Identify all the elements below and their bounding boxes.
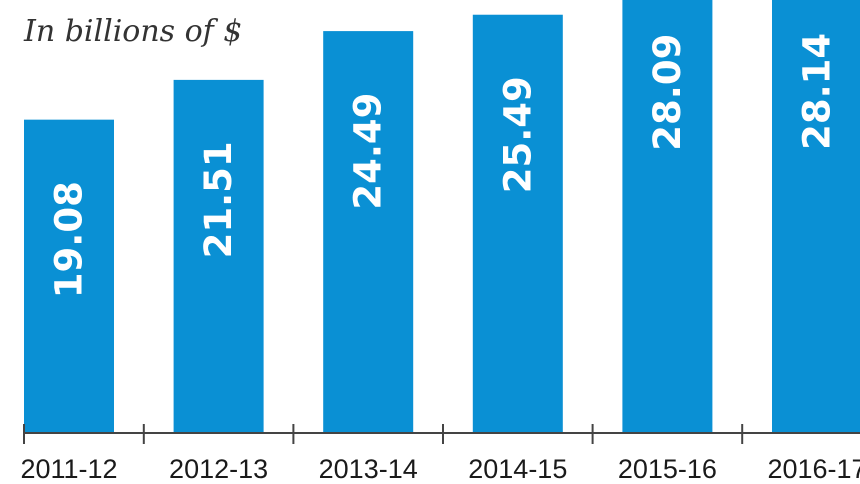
category-label: 2016-17 <box>767 454 860 484</box>
unit-label: In billions of $ <box>24 14 243 49</box>
bar-2012-13 <box>173 79 264 433</box>
bar-value-label: 19.08 <box>48 181 91 298</box>
category-label: 2014-15 <box>468 454 567 484</box>
bar-value-label: 21.51 <box>197 141 240 258</box>
bar-value-label: 28.09 <box>646 34 689 151</box>
bar-value-label: 25.49 <box>496 76 539 193</box>
bar-2016-17 <box>772 0 860 432</box>
bar-2014-15 <box>472 14 563 433</box>
category-label: 2011-12 <box>20 454 117 484</box>
bar-value-label: 28.14 <box>796 33 839 150</box>
bar-2013-14 <box>323 31 414 433</box>
category-label: 2015-16 <box>618 454 717 484</box>
bar-value-label: 24.49 <box>347 93 390 210</box>
bar-2015-16 <box>622 0 713 433</box>
category-label: 2013-14 <box>319 454 418 484</box>
category-label: 2012-13 <box>169 454 268 484</box>
bar-2011-12 <box>24 119 114 432</box>
